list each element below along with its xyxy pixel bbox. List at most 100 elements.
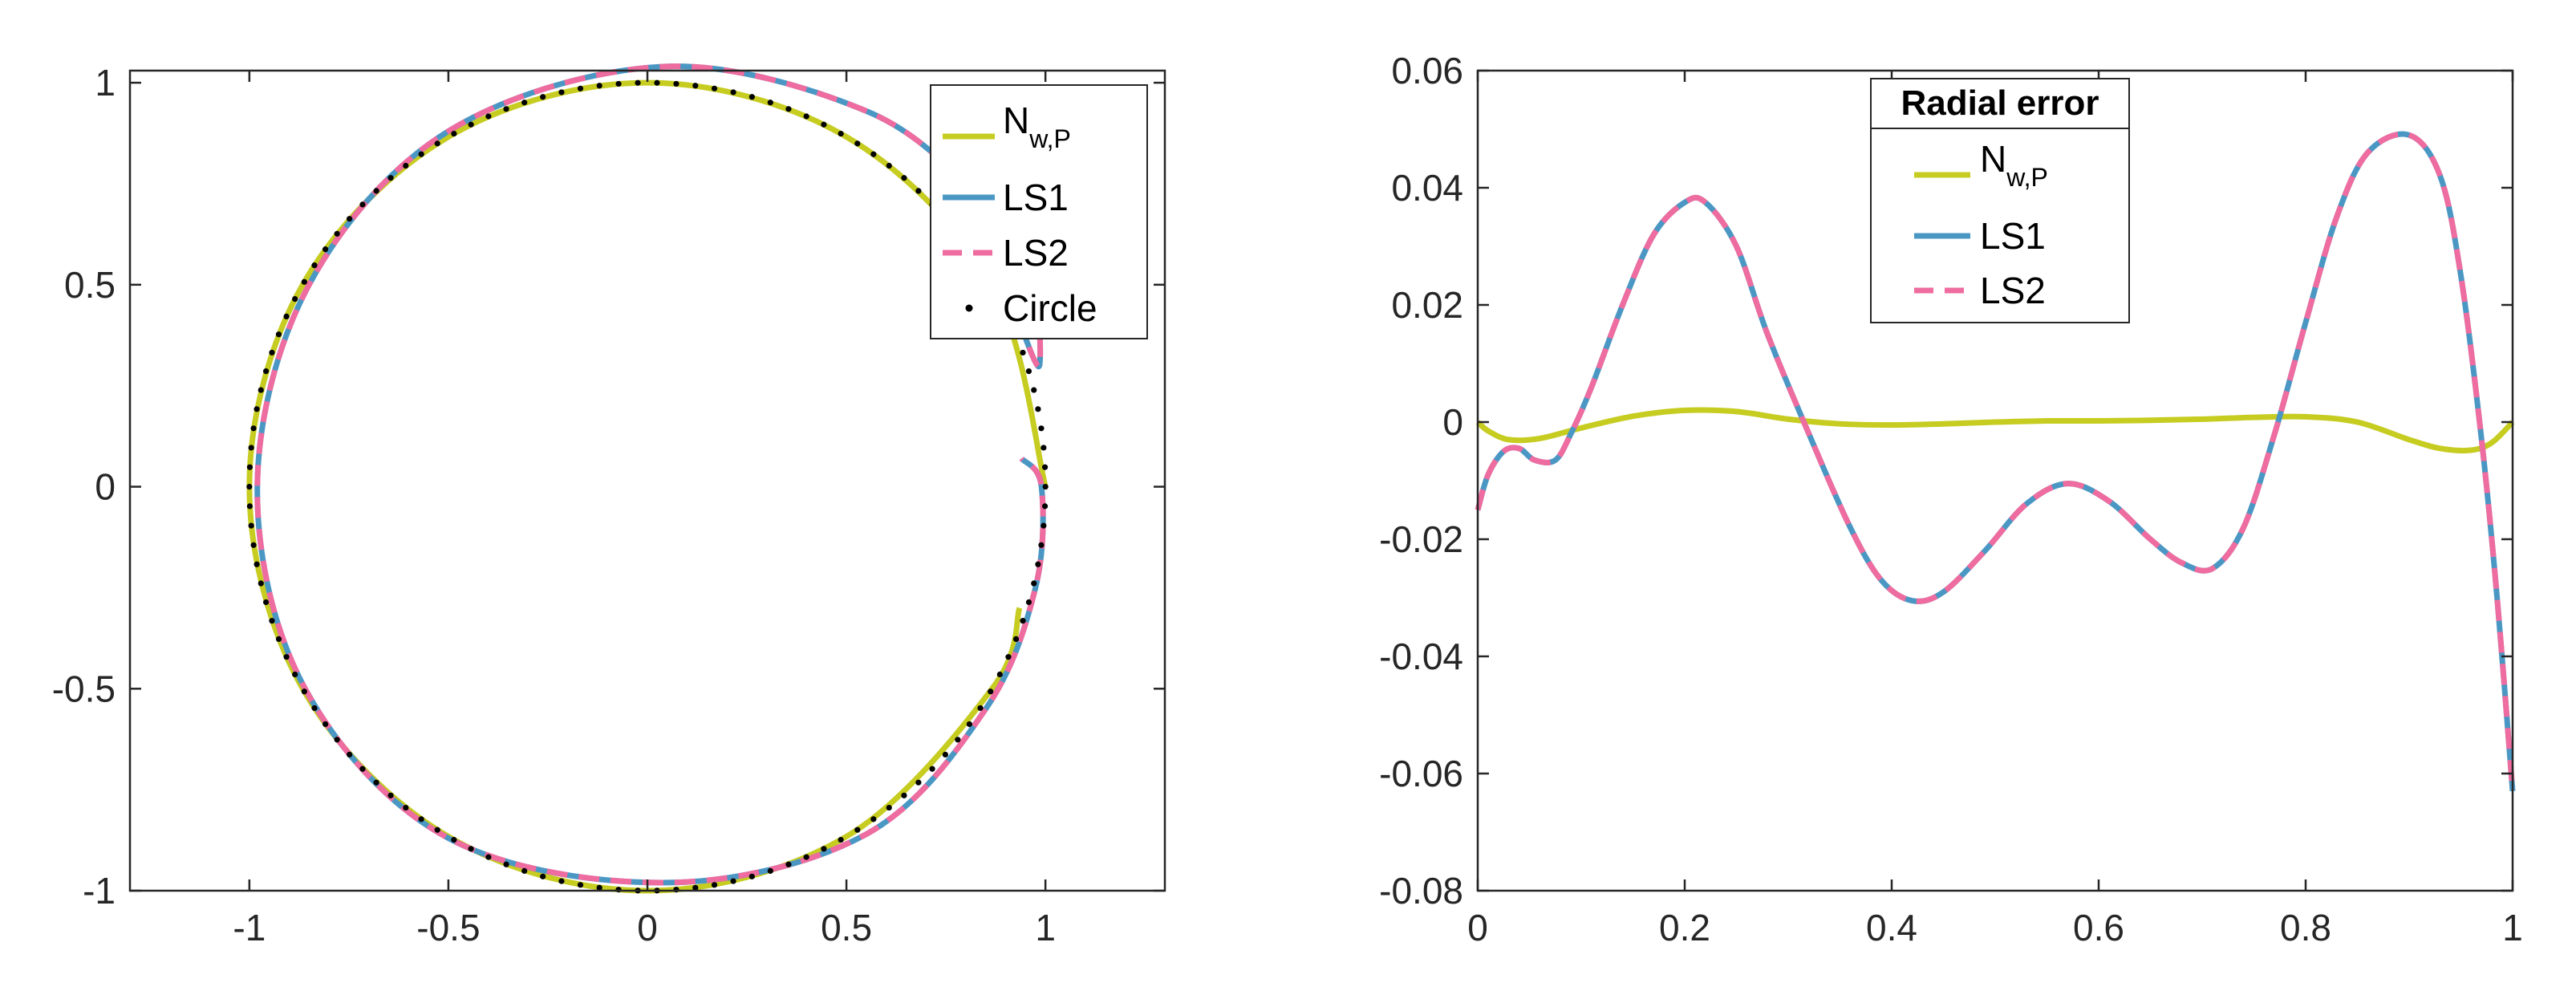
left-series-circle-point bbox=[785, 106, 792, 112]
right-ytick-label: -0.08 bbox=[1379, 870, 1463, 912]
right-ytick-label: -0.02 bbox=[1379, 518, 1463, 560]
left-series-circle-point bbox=[275, 636, 282, 642]
left-series-circle-point bbox=[596, 83, 602, 89]
right-ytick-label: -0.04 bbox=[1379, 636, 1463, 677]
right-ytick-label: -0.06 bbox=[1379, 753, 1463, 794]
left-ytick-label: -1 bbox=[83, 870, 116, 912]
left-series-circle-point bbox=[503, 106, 509, 112]
left-series-circle-point bbox=[767, 867, 773, 874]
left-series-circle-point bbox=[1005, 654, 1012, 660]
left-series-circle-point bbox=[854, 826, 861, 833]
left-series-circle-point bbox=[246, 483, 253, 490]
left-series-circle-point bbox=[838, 130, 844, 137]
left-legend: Nw,P LS1 LS2 Circle bbox=[930, 84, 1148, 339]
left-series-circle-point bbox=[387, 175, 394, 181]
left-series-circle-point bbox=[387, 792, 394, 798]
left-legend-label-circle: Circle bbox=[1003, 287, 1097, 329]
left-series-circle-point bbox=[730, 878, 736, 884]
left-series-circle-point bbox=[1035, 561, 1041, 567]
left-series-circle-point bbox=[1042, 483, 1049, 490]
left-series-circle-point bbox=[323, 246, 329, 253]
left-series-circle-point bbox=[673, 80, 679, 87]
left-series-circle-point bbox=[955, 737, 961, 743]
right-legend-box bbox=[1870, 128, 2130, 323]
left-series-circle-point bbox=[301, 688, 307, 695]
right-xtick-label: 1 bbox=[2502, 907, 2523, 948]
left-series-circle-point bbox=[311, 262, 318, 269]
left-series-circle-point bbox=[451, 130, 457, 137]
left-series-circle-point bbox=[451, 836, 457, 843]
left-series-circle-point bbox=[977, 705, 984, 712]
left-series-circle-point bbox=[929, 766, 935, 772]
left-series-circle-point bbox=[886, 162, 892, 169]
right-xtick-label: 0.8 bbox=[2280, 907, 2331, 948]
right-legend: Radial error Nw,P LS1 LS2 bbox=[1870, 78, 2130, 323]
left-series-circle-point bbox=[403, 804, 409, 811]
left-series-circle-point bbox=[323, 721, 329, 728]
left-series-circle-point bbox=[403, 162, 409, 169]
left-legend-label-ls1: LS1 bbox=[1003, 177, 1069, 218]
left-series-circle-point bbox=[886, 804, 892, 811]
left-series-circle-point bbox=[503, 861, 509, 867]
left-series-circle-point bbox=[821, 121, 827, 128]
right-xtick-label: 0.2 bbox=[1659, 907, 1710, 948]
left-series-circle-point bbox=[1020, 349, 1026, 356]
left-series-circle-point bbox=[803, 113, 809, 120]
left-series-circle-point bbox=[803, 854, 809, 860]
left-series-circle-point bbox=[1038, 542, 1045, 548]
left-series-circle-point bbox=[269, 349, 275, 356]
left-xtick-label: -0.5 bbox=[416, 907, 480, 948]
left-series-circle-point bbox=[540, 873, 546, 879]
left-series-circle-point bbox=[915, 779, 922, 786]
left-ticks-group: -1 -0.5 0 0.5 1 -1 -0.5 0 0.5 1 bbox=[52, 62, 1165, 948]
left-series-circle-point bbox=[748, 94, 755, 100]
left-series-circle-point bbox=[1041, 503, 1049, 510]
right-series-ls2-line bbox=[1475, 131, 2516, 792]
left-series-circle-point bbox=[1020, 618, 1026, 624]
left-series-circle-point bbox=[654, 79, 660, 86]
left-series-circle-point bbox=[540, 94, 546, 100]
left-series-circle-point bbox=[966, 721, 972, 728]
left-series-circle-point bbox=[1025, 599, 1032, 606]
right-ytick-label: 0.04 bbox=[1391, 167, 1463, 209]
left-series-circle-point bbox=[838, 836, 844, 843]
left-series-circle-point bbox=[275, 331, 282, 338]
left-series-circle-point bbox=[347, 751, 353, 757]
right-legend-label-ls1: LS1 bbox=[1980, 215, 2046, 257]
right-xtick-label: 0 bbox=[1467, 907, 1488, 948]
left-series-circle-point bbox=[901, 792, 907, 798]
left-legend-box bbox=[930, 84, 1148, 339]
left-series-circle-point bbox=[915, 188, 922, 194]
left-series-circle-point bbox=[996, 671, 1003, 678]
left-series-circle-point bbox=[692, 884, 699, 891]
right-legend-title-box bbox=[1870, 78, 2130, 129]
left-series-circle-point bbox=[1012, 636, 1020, 642]
right-legend-title: Radial error bbox=[1901, 83, 2099, 123]
left-ytick-label: 0 bbox=[95, 466, 116, 508]
left-series-circle-point bbox=[258, 387, 264, 393]
right-chart: 0 0.2 0.4 0.6 0.8 1 -0.08 -0.06 -0.04 -0.02 0 0.02 0… bbox=[1379, 50, 2523, 948]
left-series-circle-point bbox=[1025, 368, 1032, 375]
left-series-circle-point bbox=[434, 140, 440, 147]
right-series-group bbox=[1475, 131, 2516, 792]
left-series-circle-point bbox=[334, 230, 340, 237]
left-ytick-label: 1 bbox=[95, 62, 116, 104]
left-series-circle-point bbox=[468, 846, 474, 852]
left-series-circle-point bbox=[521, 100, 528, 106]
left-series-circle-point bbox=[250, 542, 257, 548]
left-series-circle-point bbox=[250, 425, 257, 432]
left-series-circle-point bbox=[1038, 425, 1045, 432]
left-series-circle-point bbox=[521, 867, 528, 874]
right-ytick-label: 0.06 bbox=[1391, 50, 1463, 91]
left-series-circle-point bbox=[246, 464, 254, 470]
left-series-circle-point bbox=[692, 83, 699, 89]
left-chart: -1 -0.5 0 0.5 1 -1 -0.5 0 0.5 1 Nw,P LS1 LS2 Circ… bbox=[52, 62, 1166, 948]
left-series-circle-point bbox=[711, 882, 718, 888]
left-series-circle-point bbox=[246, 503, 254, 510]
left-series-circle-point bbox=[292, 295, 298, 303]
left-series-circle-point bbox=[942, 751, 948, 757]
left-series-circle-point bbox=[577, 85, 584, 91]
left-series-circle-point bbox=[468, 121, 474, 128]
left-series-circle-point bbox=[301, 278, 307, 285]
